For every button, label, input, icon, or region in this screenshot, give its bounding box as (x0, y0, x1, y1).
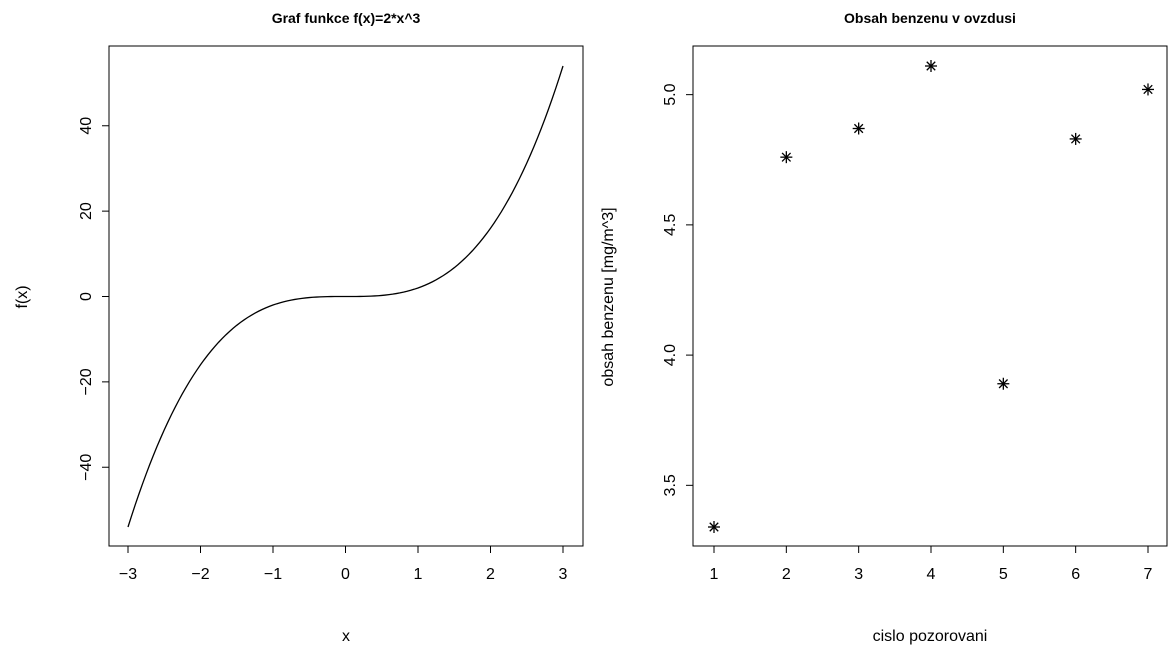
data-point (1142, 83, 1154, 96)
x-tick-label: 3 (559, 566, 568, 583)
data-points (708, 60, 1154, 533)
chart-title: Graf funkce f(x)=2*x^3 (272, 10, 421, 26)
x-tick-label: 2 (782, 566, 791, 583)
x-tick-label: 1 (710, 566, 719, 583)
data-point (1069, 132, 1082, 145)
data-point (997, 377, 1010, 390)
function-plot: Graf funkce f(x)=2*x^3 −3 −2 −1 0 1 2 3 −40 −20… (14, 10, 584, 645)
y-axis-label: obsah benzenu [mg/m^3] (600, 207, 617, 386)
chart-title: Obsah benzenu v ovzdusi (844, 10, 1016, 26)
x-axis: 1 2 3 4 5 6 7 (710, 545, 1153, 583)
x-tick-label: 7 (1144, 566, 1153, 583)
y-tick-label: 5.0 (662, 83, 679, 105)
data-point (925, 60, 937, 72)
y-axis: 3.5 4.0 4.5 5.0 (662, 83, 694, 496)
y-tick-label: 4.5 (662, 214, 679, 236)
x-tick-label: 0 (341, 566, 350, 583)
y-tick-label: 20 (78, 202, 95, 220)
x-axis-label: x (342, 628, 350, 645)
x-tick-label: −2 (191, 566, 209, 583)
y-tick-label: 0 (78, 292, 95, 301)
x-axis-label: cislo pozorovani (873, 628, 988, 645)
x-tick-label: 2 (486, 566, 495, 583)
x-axis: −3 −2 −1 0 1 2 3 (119, 545, 568, 583)
function-curve (127, 65, 564, 528)
y-tick-label: 40 (78, 117, 95, 135)
data-point (708, 521, 720, 533)
x-tick-label: −1 (264, 566, 282, 583)
y-axis-label: f(x) (14, 285, 31, 308)
x-tick-label: 1 (414, 566, 423, 583)
data-point (780, 151, 793, 164)
y-tick-label: −20 (78, 368, 95, 395)
y-tick-label: 4.0 (662, 344, 679, 366)
x-tick-label: 4 (927, 566, 936, 583)
x-tick-label: 6 (1071, 566, 1080, 583)
y-axis: −40 −20 0 20 40 (78, 117, 110, 481)
data-point (852, 122, 865, 135)
x-tick-label: 3 (854, 566, 863, 583)
x-tick-label: 5 (999, 566, 1008, 583)
plot-frame (692, 45, 1168, 547)
y-tick-label: −40 (78, 454, 95, 481)
benzene-scatter-plot: Obsah benzenu v ovzdusi 1 2 3 4 5 6 7 3.5 4.0 4.… (600, 10, 1168, 645)
y-tick-label: 3.5 (662, 474, 679, 496)
x-tick-label: −3 (119, 566, 137, 583)
